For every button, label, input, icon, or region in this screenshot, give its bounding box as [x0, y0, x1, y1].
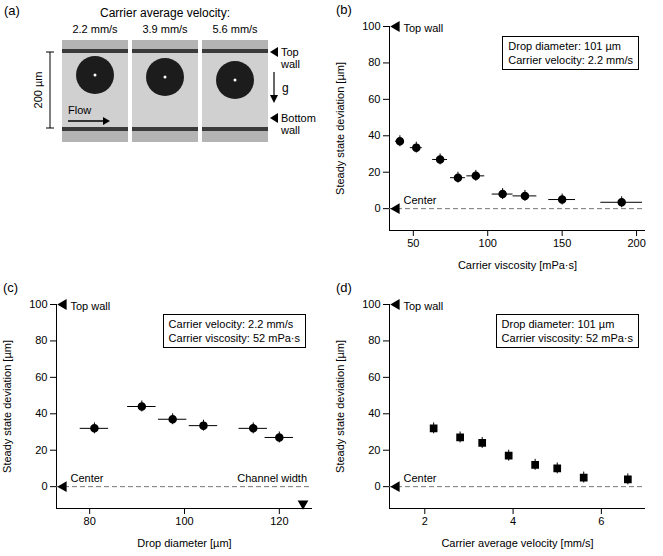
svg-text:g: g	[282, 81, 289, 95]
html-text:Carrier velocity: 2.2 mm/s: Carrier velocity: 2.2 mm/s	[168, 318, 294, 330]
svg-text:100: 100	[175, 515, 193, 527]
svg-text:Flow: Flow	[68, 104, 91, 116]
svg-text:Bottomwall: Bottomwall	[280, 112, 316, 136]
svg-text:Steady state deviation [µm]: Steady state deviation [µm]	[334, 62, 346, 195]
html-text:Carrier velocity: 2.2 mm/s: Carrier velocity: 2.2 mm/s	[508, 54, 633, 66]
svg-text:200 µm: 200 µm	[32, 72, 44, 109]
svg-text:3.9 mm/s: 3.9 mm/s	[142, 23, 188, 35]
svg-text:60: 60	[368, 371, 380, 383]
svg-text:Top wall: Top wall	[71, 300, 111, 312]
svg-text:Carrier average velocity:: Carrier average velocity:	[100, 6, 230, 20]
html-text:(b): (b)	[336, 2, 352, 17]
svg-text:Drop diameter [µm]: Drop diameter [µm]	[137, 537, 231, 549]
svg-text:Top wall: Top wall	[404, 300, 444, 312]
svg-text:Topwall: Topwall	[280, 46, 300, 70]
html-text:Carrier viscosity: 52 mPa·s: Carrier viscosity: 52 mPa·s	[501, 332, 633, 344]
svg-text:(a): (a)	[4, 3, 20, 18]
svg-text:Center: Center	[71, 472, 104, 484]
svg-text:Steady state deviation [µm]: Steady state deviation [µm]	[1, 340, 13, 473]
svg-text:80: 80	[368, 56, 380, 68]
svg-text:2.2 mm/s: 2.2 mm/s	[72, 23, 118, 35]
html-text:(d): (d)	[336, 280, 352, 295]
svg-text:60: 60	[35, 371, 47, 383]
svg-text:100: 100	[479, 237, 497, 249]
svg-text:80: 80	[35, 334, 47, 346]
html-text:Drop diameter: 101 µm: Drop diameter: 101 µm	[508, 40, 621, 52]
svg-text:0: 0	[41, 480, 47, 492]
html-text:Drop diameter: 101 µm: Drop diameter: 101 µm	[501, 318, 615, 330]
svg-text:Center: Center	[404, 472, 437, 484]
html-text:Carrier viscosity: 52 mPa·s: Carrier viscosity: 52 mPa·s	[168, 332, 300, 344]
svg-text:40: 40	[35, 407, 47, 419]
svg-text:20: 20	[368, 166, 380, 178]
svg-text:Top wall: Top wall	[404, 22, 444, 34]
svg-text:80: 80	[368, 334, 380, 346]
svg-text:20: 20	[35, 444, 47, 456]
svg-text:5.6 mm/s: 5.6 mm/s	[212, 23, 258, 35]
svg-text:40: 40	[368, 129, 380, 141]
svg-text:0: 0	[374, 480, 380, 492]
svg-text:Carrier viscosity [mPa·s]: Carrier viscosity [mPa·s]	[458, 259, 577, 271]
svg-text:20: 20	[368, 444, 380, 456]
html-text:(c): (c)	[3, 280, 19, 295]
svg-text:2: 2	[422, 515, 428, 527]
svg-text:4: 4	[510, 515, 516, 527]
svg-text:Center: Center	[404, 194, 437, 206]
svg-text:40: 40	[368, 407, 380, 419]
svg-text:Channel width: Channel width	[237, 472, 307, 484]
svg-text:100: 100	[362, 20, 380, 32]
svg-text:Carrier average velocity [mm/s: Carrier average velocity [mm/s]	[441, 537, 593, 549]
svg-text:60: 60	[368, 93, 380, 105]
svg-text:150: 150	[553, 237, 571, 249]
svg-text:6: 6	[598, 515, 604, 527]
svg-text:100: 100	[362, 298, 380, 310]
svg-text:0: 0	[374, 202, 380, 214]
svg-text:50: 50	[407, 237, 419, 249]
svg-text:80: 80	[84, 515, 96, 527]
svg-text:Steady state deviation [µm]: Steady state deviation [µm]	[334, 340, 346, 473]
svg-text:120: 120	[270, 515, 288, 527]
svg-text:100: 100	[29, 298, 47, 310]
svg-text:200: 200	[627, 237, 645, 249]
